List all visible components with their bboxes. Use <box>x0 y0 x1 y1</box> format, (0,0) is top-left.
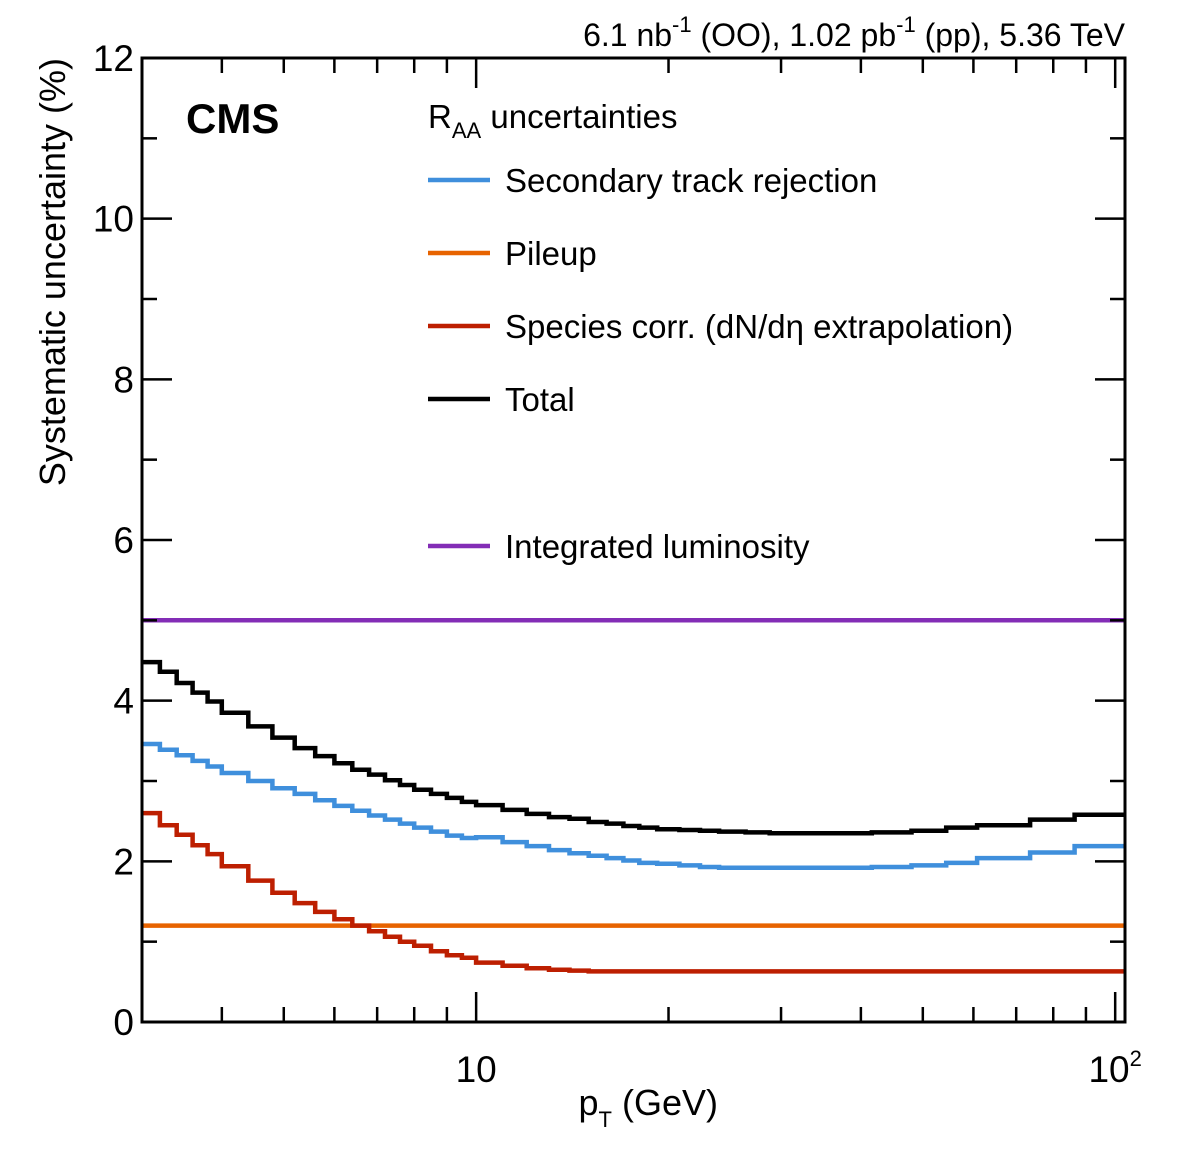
series-secondary-track-rejection <box>142 741 1125 871</box>
y-axis-title: Systematic uncertainty (%) <box>32 58 73 486</box>
lumi-pp-system: (pp), <box>916 17 1000 53</box>
legend-entry: Total <box>428 381 575 418</box>
legend-entry: Pileup <box>428 235 597 272</box>
y-tick-label: 2 <box>113 841 134 882</box>
ticks-layer <box>142 56 1125 1024</box>
lumi-pp-exponent: -1 <box>896 12 916 37</box>
x-tick-label-base: 10 <box>456 1049 497 1090</box>
collision-energy: 5.36 TeV <box>999 17 1125 53</box>
y-tick-label: 12 <box>93 38 134 79</box>
legend-header-sub: AA <box>452 118 482 143</box>
legend-label: Total <box>505 381 575 418</box>
legend-entries: Secondary track rejection Pileup Species c… <box>428 162 1013 565</box>
legend-entry: Secondary track rejection <box>428 162 877 199</box>
x-axis-title-main: p <box>579 1082 599 1123</box>
legend-label: Integrated luminosity <box>505 528 810 565</box>
legend-entry: Species corr. (dN/dη extrapolation) <box>428 308 1013 345</box>
x-tick-label-base: 10 <box>1088 1049 1129 1090</box>
y-tick-label: 4 <box>113 681 134 722</box>
legend-label: Secondary track rejection <box>505 162 877 199</box>
lumi-pp-value: 1.02 pb <box>789 17 896 53</box>
y-tick-label: 8 <box>113 359 134 400</box>
legend-header-rest: uncertainties <box>481 98 677 135</box>
y-tick-label: 6 <box>113 520 134 561</box>
x-tick-label: 102 <box>1088 1046 1141 1090</box>
lumi-oo-value: 6.1 nb <box>583 17 672 53</box>
legend-header: RAA uncertainties <box>428 98 677 143</box>
x-axis-title: pT (GeV) <box>579 1082 719 1132</box>
legend-label: Species corr. (dN/dη extrapolation) <box>505 308 1013 345</box>
legend-entry: Integrated luminosity <box>428 528 810 565</box>
x-tick-label-exponent: 2 <box>1130 1046 1142 1071</box>
legend: RAA uncertainties Secondary track reject… <box>428 98 1013 565</box>
x-tick-label: 10 <box>456 1049 497 1090</box>
x-axis-title-sub: T <box>599 1107 612 1132</box>
legend-label: Pileup <box>505 235 597 272</box>
legend-header-main: R <box>428 98 452 135</box>
y-tick-label: 0 <box>113 1002 134 1043</box>
lumi-energy-header: 6.1 nb-1 (OO), 1.02 pb-1 (pp), 5.36 TeV <box>583 12 1126 53</box>
x-axis-title-rest: (GeV) <box>612 1082 718 1123</box>
series-total <box>142 659 1125 836</box>
y-tick-label: 10 <box>93 199 134 240</box>
series-layer <box>142 618 1125 974</box>
series-species-corr-dn-d-extrapolation <box>142 810 1125 974</box>
lumi-oo-system: (OO), <box>692 17 790 53</box>
lumi-oo-exponent: -1 <box>672 12 692 37</box>
experiment-label: CMS <box>186 95 279 142</box>
